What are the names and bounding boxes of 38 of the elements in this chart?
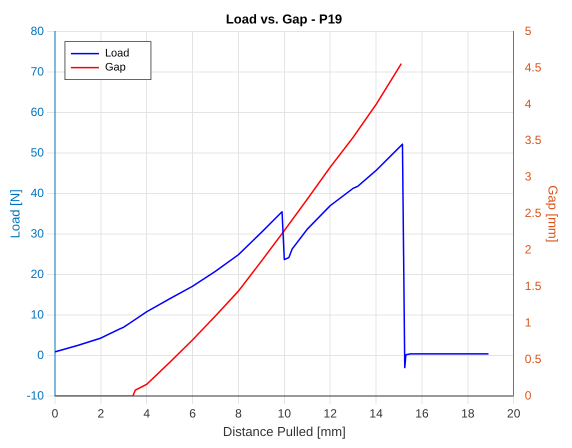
y-tick-label: 50 (30, 145, 44, 160)
x-tick-label: 2 (97, 406, 104, 421)
y-tick-label: 20 (30, 266, 44, 281)
y2-tick-label: 0.5 (524, 352, 542, 366)
y-tick-label: 40 (30, 186, 44, 200)
x-tick-label: 6 (189, 406, 196, 421)
x-tick-label: 16 (415, 406, 429, 421)
y2-tick-label: 2.5 (524, 206, 542, 220)
x-tick-label: 18 (461, 406, 475, 421)
y-tick-label: 70 (30, 64, 44, 78)
y2-tick-label: 4 (524, 96, 532, 111)
x-tick-label: 0 (52, 406, 59, 421)
y2-tick-label: 3.5 (524, 133, 542, 148)
y2-tick-label: 1.5 (524, 278, 542, 293)
y2-tick-label: 2 (524, 242, 532, 257)
y2-tick-label: 0 (524, 388, 532, 402)
x-tick-label: 8 (235, 406, 242, 421)
y2-tick-label: 4.5 (524, 60, 542, 74)
y-tick-label: 10 (30, 307, 44, 322)
x-tick-label: 20 (507, 406, 521, 421)
x-axis-title: Distance Pulled [mm] (222, 424, 346, 439)
chart-title: Load vs. Gap - P19 (226, 11, 342, 26)
y-tick-label: 80 (30, 24, 44, 38)
x-tick-label: 10 (278, 406, 292, 421)
y2-axis-title: Gap [mm] (546, 185, 561, 242)
legend-label: Load (104, 48, 130, 60)
y2-tick-label: 5 (524, 24, 532, 38)
y-tick-label: 0 (37, 348, 44, 362)
y-axis-title: Load [N] (7, 189, 22, 238)
x-tick-label: 4 (143, 406, 150, 421)
y-tick-label: 30 (30, 226, 44, 240)
y-tick-label: -10 (26, 388, 44, 402)
x-tick-label: 14 (369, 406, 384, 421)
y2-tick-label: 3 (524, 170, 532, 184)
x-tick-label: 12 (324, 406, 338, 421)
legend-label: Gap (104, 62, 126, 74)
y2-tick-label: 1 (524, 315, 532, 330)
y-tick-label: 60 (30, 104, 44, 119)
